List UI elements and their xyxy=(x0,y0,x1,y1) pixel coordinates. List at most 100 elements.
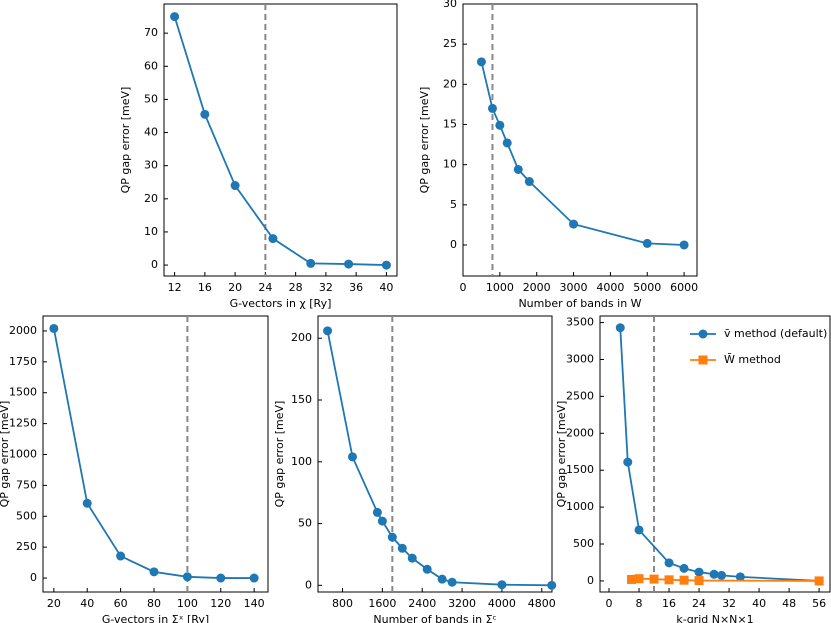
marker xyxy=(524,177,534,187)
marker xyxy=(387,532,397,542)
marker xyxy=(397,543,407,553)
y-tick-label: 0 xyxy=(305,578,312,591)
x-tick-label: 2000 xyxy=(523,281,551,294)
marker xyxy=(422,564,432,574)
marker xyxy=(679,563,689,573)
x-axis-label: Number of bands in Σᶜ xyxy=(373,613,496,623)
y-tick-label: 2500 xyxy=(566,389,594,402)
y-tick-label: 50 xyxy=(298,517,312,530)
marker xyxy=(642,238,652,248)
marker xyxy=(627,574,637,584)
marker xyxy=(694,576,704,586)
y-tick-label: 200 xyxy=(291,331,312,344)
y-axis-label: QP gap error [meV] xyxy=(555,401,568,508)
y-tick-label: 40 xyxy=(144,126,158,139)
x-tick-label: 36 xyxy=(349,281,363,294)
x-tick-label: 60 xyxy=(114,597,128,610)
x-tick-label: 24 xyxy=(258,281,272,294)
marker xyxy=(679,240,689,250)
y-tick-label: 1000 xyxy=(9,447,37,460)
x-tick-label: 5000 xyxy=(633,281,661,294)
marker xyxy=(615,323,625,333)
y-tick-label: 1500 xyxy=(566,463,594,476)
x-tick-label: 0 xyxy=(460,281,467,294)
y-tick-label: 2000 xyxy=(9,324,37,337)
x-tick-label: 2400 xyxy=(408,597,436,610)
x-tick-label: 24 xyxy=(692,597,706,610)
y-tick-label: 30 xyxy=(443,0,457,10)
x-tick-label: 28 xyxy=(289,281,303,294)
series-line xyxy=(480,61,685,246)
marker xyxy=(513,164,523,174)
marker xyxy=(200,109,210,119)
x-tick-label: 20 xyxy=(228,281,242,294)
marker xyxy=(377,516,387,526)
y-tick-label: 60 xyxy=(144,59,158,72)
x-tick-label: 56 xyxy=(812,597,826,610)
y-tick-label: 25 xyxy=(443,37,457,50)
y-tick-label: 3000 xyxy=(566,352,594,365)
marker xyxy=(347,452,357,462)
y-tick-label: 1250 xyxy=(9,417,37,430)
x-tick-label: 40 xyxy=(80,597,94,610)
marker xyxy=(182,572,192,582)
marker xyxy=(268,234,278,244)
marker xyxy=(170,12,180,22)
y-axis-label: QP gap error [meV] xyxy=(119,87,132,194)
marker xyxy=(623,457,633,467)
x-tick-label: 140 xyxy=(244,597,265,610)
plot-frame xyxy=(163,3,398,277)
marker xyxy=(306,258,316,268)
plot-frame xyxy=(599,315,831,593)
x-tick-label: 20 xyxy=(47,597,61,610)
y-tick-label: 10 xyxy=(443,158,457,171)
y-tick-label: 250 xyxy=(16,540,37,553)
x-tick-label: 16 xyxy=(662,597,676,610)
y-tick-label: 10 xyxy=(144,225,158,238)
y-tick-label: 0 xyxy=(30,571,37,584)
legend-label: v̄ method (default) xyxy=(724,327,827,340)
y-tick-label: 750 xyxy=(16,478,37,491)
marker xyxy=(649,574,659,584)
x-tick-label: 32 xyxy=(319,281,333,294)
marker xyxy=(694,567,704,577)
marker xyxy=(230,181,240,191)
y-axis-label: QP gap error [meV] xyxy=(418,87,431,194)
y-tick-label: 1000 xyxy=(566,500,594,513)
y-tick-label: 5 xyxy=(450,198,457,211)
legend-label: W̄ method xyxy=(724,353,781,366)
plot-frame xyxy=(462,3,698,277)
y-tick-label: 20 xyxy=(443,77,457,90)
x-tick-label: 3000 xyxy=(560,281,588,294)
y-tick-label: 0 xyxy=(587,574,594,587)
marker xyxy=(709,569,719,579)
marker xyxy=(502,138,512,148)
marker xyxy=(569,219,579,229)
marker xyxy=(381,260,391,270)
x-axis-label: G-vectors in Σˣ [Ry] xyxy=(102,613,209,623)
marker xyxy=(664,575,674,585)
marker xyxy=(679,575,689,585)
x-axis-label: Number of bands in W xyxy=(518,297,641,310)
x-axis-label: k-grid N×N×1 xyxy=(676,613,753,623)
marker xyxy=(116,551,126,561)
x-tick-label: 4000 xyxy=(596,281,624,294)
plot-frame xyxy=(42,315,269,593)
series-line xyxy=(173,16,387,266)
marker xyxy=(407,553,417,563)
marker xyxy=(735,572,745,582)
marker xyxy=(717,570,727,580)
series-line xyxy=(619,327,820,582)
marker xyxy=(487,103,497,113)
x-tick-label: 100 xyxy=(177,597,198,610)
marker xyxy=(372,507,382,517)
x-tick-label: 8 xyxy=(636,597,643,610)
marker xyxy=(634,525,644,535)
x-tick-label: 1000 xyxy=(486,281,514,294)
y-axis-label: QP gap error [meV] xyxy=(273,401,286,508)
y-tick-label: 50 xyxy=(144,92,158,105)
marker xyxy=(634,574,644,584)
x-tick-label: 6000 xyxy=(670,281,698,294)
y-tick-label: 500 xyxy=(573,537,594,550)
